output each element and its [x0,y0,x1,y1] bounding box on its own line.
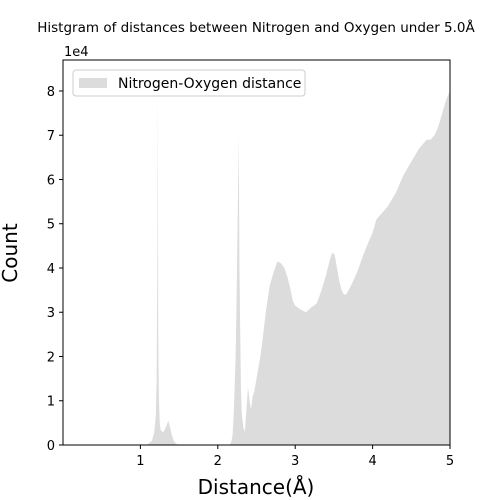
y-tick-label: 4 [47,262,55,277]
plot-area [63,90,450,445]
x-tick-label: 4 [368,454,376,469]
x-axis-title: Distance(Å) [198,475,315,499]
y-tick-label: 6 [47,173,55,188]
y-tick-label: 5 [47,218,55,233]
legend-swatch [79,78,107,88]
y-tick-label: 1 [47,395,55,410]
y-offset-label: 1e4 [64,45,89,60]
series-area-0 [63,90,450,445]
x-tick-label: 3 [291,454,299,469]
y-tick-label: 8 [47,85,55,100]
plot-frame [62,59,451,446]
x-tick-label: 2 [214,454,222,469]
y-tick-label: 3 [47,306,55,321]
y-axis: 0 1 2 3 4 5 6 7 8 [47,85,63,454]
x-axis: 1 2 3 4 5 [136,445,454,469]
legend-box [72,69,306,97]
legend-label: Nitrogen-Oxygen distance [118,76,301,92]
y-tick-label: 2 [47,350,55,365]
x-tick-label: 5 [446,454,454,469]
chart-title: Histgram of distances between Nitrogen a… [37,19,475,36]
y-tick-label: 0 [47,439,55,454]
y-tick-label: 7 [47,129,55,144]
y-axis-title: Count [0,223,22,283]
legend: Nitrogen-Oxygen distance [72,69,306,97]
x-tick-label: 1 [136,454,144,469]
